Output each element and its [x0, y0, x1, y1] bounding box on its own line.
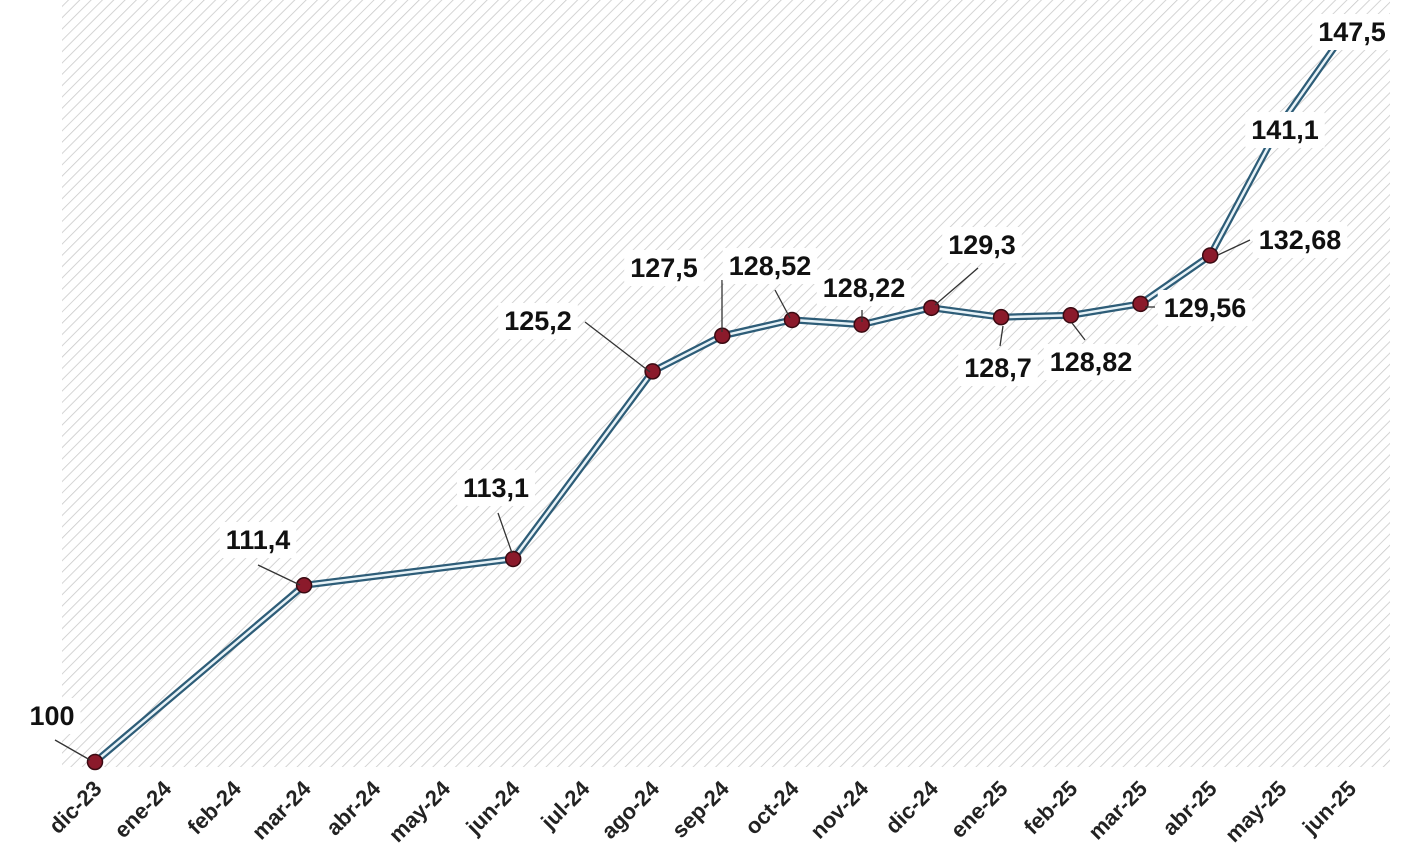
data-label-leader — [1217, 239, 1251, 256]
x-axis-tick-label: may-24 — [384, 775, 456, 847]
data-label: 128,22 — [816, 270, 912, 306]
data-label-text: 128,82 — [1050, 347, 1133, 377]
x-axis-tick-label: ago-24 — [596, 775, 664, 843]
data-label-leader — [257, 564, 301, 586]
data-label-background — [23, 698, 81, 734]
data-label-background — [219, 522, 297, 558]
data-point — [923, 299, 940, 317]
data-label-background — [1245, 112, 1325, 148]
data-label-text: 100 — [29, 701, 74, 731]
data-label-text: 129,3 — [948, 230, 1016, 260]
data-label-background — [498, 303, 578, 339]
x-axis-tick-label: mar-24 — [247, 775, 316, 844]
data-label: 125,2 — [498, 303, 578, 339]
data-label: 111,4 — [219, 522, 297, 558]
data-label-leader — [999, 325, 1004, 347]
data-label-text: 113,1 — [463, 473, 529, 503]
x-axis-tick-label: nov-24 — [805, 775, 873, 843]
data-label-background — [958, 350, 1038, 386]
x-axis-tick-label: sep-24 — [667, 775, 735, 843]
data-label-background — [1252, 222, 1348, 258]
x-axis-tick-label: dic-23 — [44, 776, 107, 839]
data-label-text: 125,2 — [504, 306, 572, 336]
data-label-text: 128,52 — [729, 251, 812, 281]
x-axis-tick-label: feb-25 — [1019, 776, 1082, 839]
data-label-leader — [934, 267, 979, 306]
data-point — [783, 311, 801, 329]
x-axis-tick-label: abr-25 — [1157, 776, 1221, 840]
data-label-leader — [54, 739, 91, 761]
x-axis-tick-label: jun-24 — [461, 775, 526, 840]
data-label-text: 128,22 — [823, 273, 906, 303]
x-axis-tick-label: abr-24 — [321, 775, 386, 840]
x-axis-tick-label: ene-25 — [946, 776, 1013, 843]
marker-layer — [86, 247, 1219, 771]
data-label-text: 147,5 — [1318, 17, 1386, 47]
data-label-leader — [584, 321, 651, 373]
data-point — [295, 577, 313, 594]
data-label-text: 132,68 — [1259, 225, 1342, 255]
data-label-layer: 100 111,4 113,1 125,2 127,5 128,52 128,22 129,3… — [23, 14, 1392, 761]
data-label: 132,68 — [1252, 222, 1348, 258]
data-point — [644, 363, 661, 380]
series-layer — [91, 22, 1354, 766]
data-point — [1132, 295, 1149, 313]
data-label: 128,7 — [958, 350, 1038, 386]
data-label-background — [1157, 290, 1253, 326]
data-label: 127,5 — [624, 250, 704, 286]
data-label-leader — [774, 289, 791, 319]
x-axis-tick-label: oct-24 — [740, 775, 804, 839]
x-axis-tick-label: jul-24 — [535, 775, 595, 835]
data-label-background — [1312, 14, 1392, 50]
x-axis-tick-label: ene-24 — [109, 775, 177, 843]
data-point — [86, 753, 104, 771]
data-point — [1201, 247, 1219, 264]
x-axis-tick-label: feb-24 — [182, 775, 246, 839]
data-label: 100 — [23, 698, 81, 734]
data-label: 128,82 — [1043, 344, 1139, 380]
plot-area — [62, 0, 1390, 767]
data-label-background — [624, 250, 704, 286]
data-label-background — [942, 227, 1022, 263]
data-point — [504, 550, 522, 568]
data-label-background — [722, 248, 818, 284]
data-label: 113,1 — [456, 470, 536, 506]
data-label-text: 111,4 — [226, 525, 291, 555]
data-label-leader — [1071, 322, 1086, 341]
data-label-leader — [497, 512, 513, 554]
data-label-text: 127,5 — [630, 253, 698, 283]
data-label: 147,5 — [1312, 14, 1392, 50]
data-label-text: 129,56 — [1164, 293, 1247, 323]
data-point — [1062, 307, 1080, 324]
x-axis-tick-label: may-25 — [1220, 776, 1291, 847]
data-label: 129,3 — [942, 227, 1022, 263]
data-label: 128,52 — [722, 248, 818, 284]
series-line-highlight — [93, 24, 1351, 764]
x-axis-tick-label: dic-24 — [880, 775, 943, 838]
data-label-background — [456, 470, 536, 506]
x-axis-tick-label: jun-25 — [1297, 776, 1361, 840]
data-label-background — [1043, 344, 1139, 380]
data-point — [992, 308, 1010, 326]
x-axis-tick-label: mar-25 — [1083, 776, 1152, 845]
data-label: 129,56 — [1157, 290, 1253, 326]
data-label-text: 141,1 — [1251, 115, 1319, 145]
data-label: 141,1 — [1245, 112, 1325, 148]
data-label-text: 128,7 — [964, 353, 1032, 383]
data-label-background — [816, 270, 912, 306]
